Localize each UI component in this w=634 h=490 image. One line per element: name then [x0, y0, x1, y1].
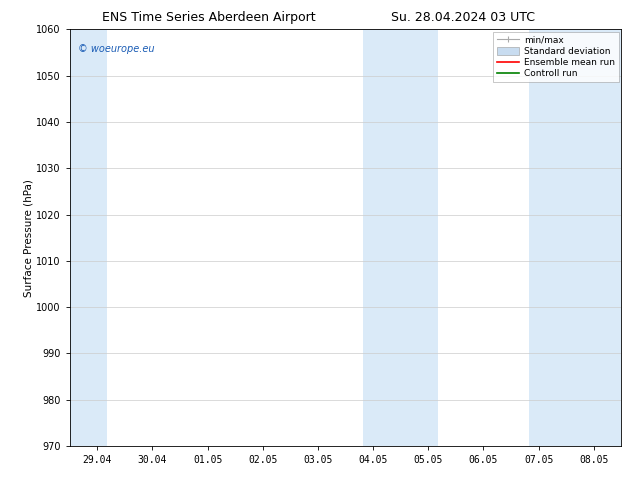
Bar: [70, 29, 107, 446]
Text: Su. 28.04.2024 03 UTC: Su. 28.04.2024 03 UTC: [391, 11, 535, 24]
Y-axis label: Surface Pressure (hPa): Surface Pressure (hPa): [23, 179, 34, 296]
Text: © woeurope.eu: © woeurope.eu: [78, 44, 155, 54]
Legend: min/max, Standard deviation, Ensemble mean run, Controll run: min/max, Standard deviation, Ensemble me…: [493, 32, 619, 82]
Text: ENS Time Series Aberdeen Airport: ENS Time Series Aberdeen Airport: [103, 11, 316, 24]
Bar: [529, 29, 621, 446]
Bar: [363, 29, 438, 446]
